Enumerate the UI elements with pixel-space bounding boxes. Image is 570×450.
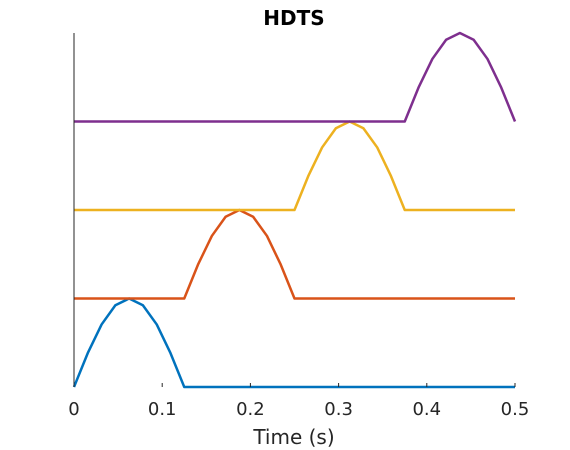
x-tick-label: 0.4: [412, 399, 441, 420]
x-tick-label: 0.2: [236, 399, 265, 420]
x-axis: 0 0.1 0.2 0.3 0.4 0.5: [68, 383, 529, 420]
x-tick-label: 0.3: [324, 399, 353, 420]
x-axis-label: Time (s): [252, 425, 334, 449]
series-line-1: [72, 297, 515, 389]
series-line-2: [74, 208, 515, 300]
series-line-4: [74, 31, 517, 123]
chart-title: HDTS: [263, 6, 324, 30]
series-line-3: [74, 120, 515, 212]
x-tick-label: 0.5: [501, 399, 530, 420]
x-tick-label: 0: [68, 399, 79, 420]
plot-area: [72, 31, 517, 389]
x-tick-label: 0.1: [148, 399, 177, 420]
